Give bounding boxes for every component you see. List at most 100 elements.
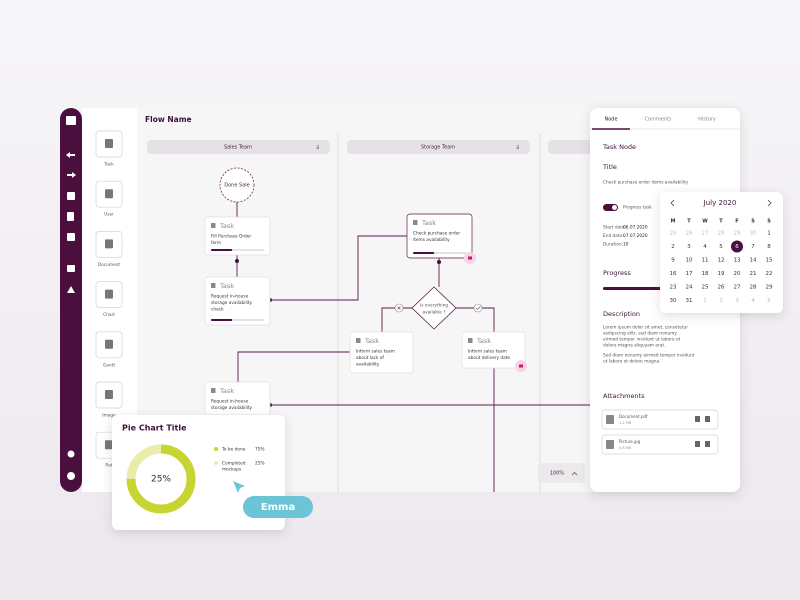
tab[interactable]: Comments xyxy=(644,117,671,123)
tool-label: Document xyxy=(98,262,121,268)
day[interactable]: 28 xyxy=(750,285,757,291)
day[interactable]: 11 xyxy=(702,258,709,264)
day[interactable]: 26 xyxy=(686,231,693,237)
day[interactable]: 25 xyxy=(670,231,677,237)
file-size: 1.2 MB xyxy=(619,421,632,425)
weekday: S xyxy=(767,219,771,225)
delete-button[interactable] xyxy=(705,416,710,422)
day[interactable]: 4 xyxy=(703,244,707,250)
day[interactable]: 31 xyxy=(686,298,693,304)
pie xyxy=(126,444,196,514)
task-icon xyxy=(468,338,473,343)
next-month[interactable] xyxy=(767,199,772,207)
day[interactable]: 3 xyxy=(687,244,691,250)
task-icon xyxy=(211,223,216,228)
cursor-tag xyxy=(243,496,313,518)
day[interactable]: 29 xyxy=(766,285,773,291)
day[interactable]: 3 xyxy=(735,298,739,304)
date-value: 10 xyxy=(623,242,629,248)
legend-value: 25% xyxy=(255,461,265,467)
decision-node[interactable] xyxy=(411,286,457,330)
start-node[interactable] xyxy=(219,167,255,203)
day[interactable]: 17 xyxy=(686,271,693,277)
task-node[interactable] xyxy=(461,331,526,369)
day[interactable]: 14 xyxy=(750,258,757,264)
day[interactable]: 4 xyxy=(751,298,755,304)
day[interactable]: 25 xyxy=(702,285,709,291)
day[interactable]: 5 xyxy=(719,244,723,250)
day[interactable]: 22 xyxy=(766,271,773,277)
sidebar-icons xyxy=(66,116,76,480)
panel-heading: Task Node xyxy=(602,143,636,151)
task-progress xyxy=(211,249,233,251)
task-text: Check purchase order xyxy=(413,231,460,237)
tool-label: Rat xyxy=(105,463,113,469)
description-line: sadipscing elitr, sed diam nonumy xyxy=(603,331,677,337)
task-progress xyxy=(211,319,233,321)
zoom-caret[interactable] xyxy=(571,472,578,476)
day[interactable]: 6 xyxy=(735,244,739,250)
description-line: Sed diam nonumy eirmod tempor invidunt xyxy=(603,353,695,359)
day[interactable]: 30 xyxy=(750,231,757,237)
day[interactable]: 16 xyxy=(670,271,677,277)
pie-center-label: 25% xyxy=(151,475,171,485)
day[interactable]: 1 xyxy=(703,298,707,304)
day[interactable]: 8 xyxy=(767,244,771,250)
file-icon xyxy=(606,440,614,449)
lane-header[interactable] xyxy=(147,140,330,154)
day[interactable]: 15 xyxy=(766,258,773,264)
day[interactable]: 13 xyxy=(734,258,741,264)
task-text: items availability xyxy=(413,237,450,243)
decision-label: Is everything xyxy=(420,303,448,309)
day[interactable]: 1 xyxy=(767,231,771,237)
day[interactable]: 21 xyxy=(750,271,757,277)
task-node[interactable] xyxy=(349,331,414,374)
day[interactable]: 19 xyxy=(718,271,725,277)
day[interactable]: 28 xyxy=(718,231,725,237)
day[interactable]: 30 xyxy=(670,298,677,304)
day[interactable]: 20 xyxy=(734,271,741,277)
lane-header[interactable] xyxy=(347,140,530,154)
calendar-grid: M T W T F S S25 26 27 28 29 30 12 3 4 5 6 7 89 10 11 12 13 14 15… xyxy=(670,219,773,305)
attachment[interactable] xyxy=(601,434,719,455)
prev-month[interactable] xyxy=(670,199,675,207)
download-button[interactable] xyxy=(695,441,700,447)
delete-button[interactable] xyxy=(705,441,710,447)
download-button[interactable] xyxy=(695,416,700,422)
day[interactable]: 29 xyxy=(734,231,741,237)
description: Lorem ipsum dolor sit amet, consetetursa… xyxy=(603,325,695,365)
zoom-control[interactable] xyxy=(538,463,585,483)
file-icon xyxy=(606,415,614,424)
day[interactable]: 18 xyxy=(702,271,709,277)
day[interactable]: 9 xyxy=(671,258,675,264)
day[interactable]: 5 xyxy=(767,298,771,304)
task-text: Inform sales team xyxy=(356,349,395,355)
task-node[interactable] xyxy=(204,276,271,326)
day[interactable]: 24 xyxy=(686,285,693,291)
task-text: check xyxy=(211,307,224,313)
task-icon xyxy=(211,388,216,393)
legend-swatch xyxy=(214,461,218,465)
tool-list: Task User Document Chart Gantt Image Rat xyxy=(95,130,123,469)
tool-label: Gantt xyxy=(103,362,115,368)
tab[interactable]: History xyxy=(698,117,716,123)
day[interactable]: 2 xyxy=(671,244,675,250)
day[interactable]: 26 xyxy=(718,285,725,291)
day[interactable]: 7 xyxy=(751,244,755,250)
day[interactable]: 10 xyxy=(686,258,693,264)
tab[interactable]: Node xyxy=(604,117,617,123)
attachment[interactable] xyxy=(601,409,719,430)
day[interactable]: 23 xyxy=(670,285,677,291)
task-node[interactable] xyxy=(204,216,271,256)
day[interactable]: 27 xyxy=(734,285,741,291)
day[interactable]: 2 xyxy=(719,298,723,304)
weekday: M xyxy=(671,219,676,225)
day[interactable]: 27 xyxy=(702,231,709,237)
description-line: Lorem ipsum dolor sit amet, consetetur xyxy=(603,325,688,331)
day[interactable]: 12 xyxy=(718,258,725,264)
task-node[interactable] xyxy=(406,213,473,259)
date-value: 07.07.2020 xyxy=(623,233,648,239)
drag-handle: ⠿ xyxy=(516,146,520,152)
tool-label: User xyxy=(104,212,114,218)
weekday: T xyxy=(687,219,691,225)
